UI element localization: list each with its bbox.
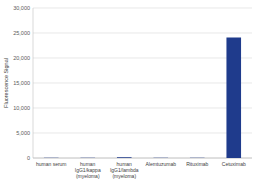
x-tick-label: humanIgG1/lambda(myeloma) [110,161,139,179]
grid-line [33,8,252,9]
bars [44,38,241,159]
y-tick-label: 15,000 [13,80,30,86]
bar [80,157,95,158]
bar [226,38,241,159]
x-tick-label: humanIgG1/kappa(myeloma) [75,161,101,179]
label-line: Cetuximab [222,161,246,167]
grid-line [33,83,252,84]
grid-line [33,158,252,159]
y-axis-label: Fluorescence Signal [3,58,9,108]
label-line: (myeloma) [76,173,100,179]
x-tick-label: Rituximab [186,161,208,167]
label-line: Alemtuzumab [145,161,176,167]
label-line: human serum [36,161,67,167]
grid-line [33,133,252,134]
x-tick-label: Alemtuzumab [145,161,176,167]
y-tick-label: 5,000 [16,130,30,136]
chart: 0 5,000 10,000 15,000 20,000 25,000 30,000 Fluo… [0,0,256,180]
y-tick-label: 25,000 [13,30,30,36]
bar [190,157,205,158]
y-tick-label: 0 [27,155,30,161]
grid-line [33,108,252,109]
grid-line [33,33,252,34]
bar [117,157,132,158]
bar [44,157,59,158]
label-line: Rituximab [186,161,208,167]
y-tick-label: 10,000 [13,105,30,111]
y-tick-label: 30,000 [13,5,30,11]
y-axis [33,8,34,158]
x-tick-label: human serum [36,161,67,167]
y-tick-label: 20,000 [13,55,30,61]
x-tick-label: Cetuximab [222,161,246,167]
grid-line [33,58,252,59]
x-axis [33,158,252,159]
bar [153,157,168,158]
label-line: (myeloma) [112,173,136,179]
